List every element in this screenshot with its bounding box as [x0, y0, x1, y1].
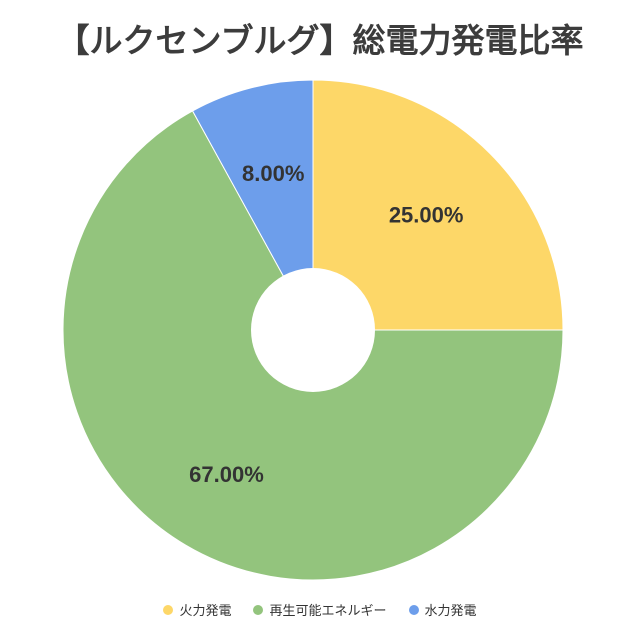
donut-hole — [251, 268, 375, 392]
pie-slice-hydro — [191, 79, 314, 331]
slice-label-hydro: 8.00% — [242, 161, 304, 186]
chart-title: 【ルクセンブルグ】総電力発電比率 — [56, 21, 584, 60]
slice-label-thermal: 25.00% — [389, 203, 464, 228]
legend-label-renewable: 再生可能エネルギー — [269, 604, 387, 619]
legend-label-hydro: 水力発電 — [424, 604, 477, 619]
legend-item-thermal: 火力発電 — [163, 600, 231, 619]
slice-labels: 25.00% 67.00% 8.00% — [189, 161, 463, 487]
legend-label-thermal: 火力発電 — [179, 604, 232, 619]
legend-dot-thermal — [163, 604, 174, 615]
legend-dot-renewable — [253, 604, 264, 615]
legend-item-hydro: 水力発電 — [408, 600, 477, 619]
slice-label-renewable: 67.00% — [189, 462, 264, 487]
pie-slice-thermal — [312, 79, 564, 331]
legend-item-renewable: 再生可能エネルギー — [253, 600, 387, 619]
legend-dot-hydro — [408, 604, 419, 615]
legend: 火力発電 再生可能エネルギー 水力発電 — [0, 600, 640, 619]
